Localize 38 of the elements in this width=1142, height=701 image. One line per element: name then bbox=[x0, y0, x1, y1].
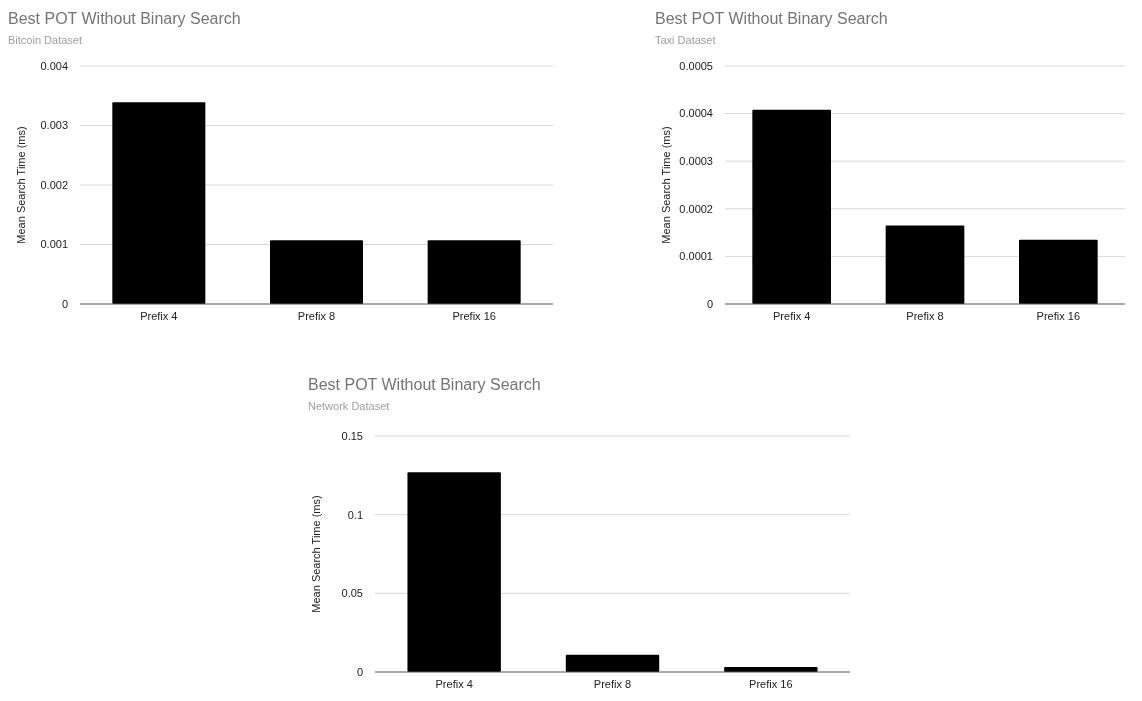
bar bbox=[565, 654, 660, 672]
y-tick-label: 0.15 bbox=[341, 429, 363, 442]
x-tick-label: Prefix 16 bbox=[1036, 310, 1081, 322]
chart-title: Best POT Without Binary Search bbox=[308, 376, 541, 393]
x-tick-label: Prefix 4 bbox=[435, 678, 473, 690]
x-tick-label: Prefix 4 bbox=[140, 310, 178, 322]
y-tick-label: 0.05 bbox=[341, 587, 363, 600]
y-tick-label: 0 bbox=[61, 297, 68, 310]
y-tick-label: 0.0002 bbox=[679, 202, 713, 215]
chart-subtitle: Bitcoin Dataset bbox=[8, 34, 82, 46]
y-axis-title: Mean Search Time (ms) bbox=[15, 126, 27, 244]
y-tick-label: 0.002 bbox=[40, 178, 68, 191]
bar bbox=[885, 225, 965, 304]
y-tick-label: 0.001 bbox=[40, 238, 68, 251]
x-tick-label: Prefix 16 bbox=[749, 678, 793, 690]
y-axis-title: Mean Search Time (ms) bbox=[660, 126, 672, 244]
y-tick-label: 0 bbox=[706, 297, 713, 310]
x-tick-label: Prefix 16 bbox=[452, 310, 496, 322]
y-tick-label: 0.0005 bbox=[679, 59, 713, 72]
y-tick-label: 0.004 bbox=[40, 59, 68, 72]
y-tick-label: 0.1 bbox=[347, 508, 363, 521]
y-axis-title: Mean Search Time (ms) bbox=[310, 495, 322, 613]
y-tick-label: 0 bbox=[356, 665, 363, 678]
bar bbox=[752, 109, 831, 304]
x-tick-label: Prefix 4 bbox=[773, 310, 811, 322]
chart-title: Best POT Without Binary Search bbox=[8, 10, 241, 27]
y-tick-label: 0.003 bbox=[40, 119, 68, 132]
bar bbox=[1019, 239, 1098, 304]
bar bbox=[407, 472, 501, 672]
y-tick-label: 0.0001 bbox=[679, 250, 713, 263]
y-tick-label: 0.0003 bbox=[679, 155, 713, 168]
chart-subtitle: Taxi Dataset bbox=[655, 34, 716, 46]
x-tick-label: Prefix 8 bbox=[906, 310, 944, 322]
chart-title: Best POT Without Binary Search bbox=[655, 10, 888, 27]
y-tick-label: 0.0004 bbox=[679, 107, 713, 120]
x-tick-label: Prefix 8 bbox=[593, 678, 632, 690]
x-tick-label: Prefix 8 bbox=[297, 310, 336, 322]
chart-subtitle: Network Dataset bbox=[308, 400, 390, 412]
